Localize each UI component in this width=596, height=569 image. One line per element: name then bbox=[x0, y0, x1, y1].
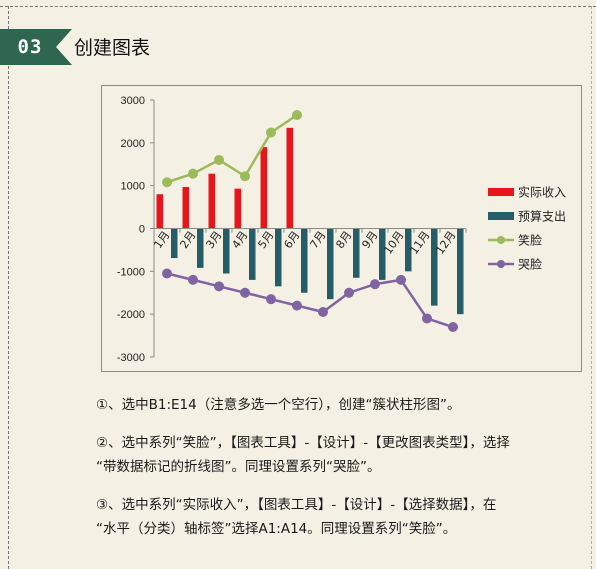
legend-label-1: 预算支出 bbox=[518, 209, 566, 224]
legend-swatch-1 bbox=[488, 212, 514, 220]
y-tick-label: -2000 bbox=[117, 309, 145, 321]
bar-0-5 bbox=[286, 127, 293, 229]
bar-1-11 bbox=[457, 228, 464, 315]
bar-0-0 bbox=[156, 194, 163, 229]
section-title: 创建图表 bbox=[74, 37, 151, 59]
instruction-line: ③、选中系列“实际收入”，【图表工具】-【设计】-【选择数据】，在 bbox=[96, 497, 497, 513]
y-tick-label: 1000 bbox=[121, 181, 145, 193]
line-2 bbox=[166, 113, 298, 184]
y-tick-label: 3000 bbox=[121, 95, 145, 107]
y-tick-label: 2000 bbox=[121, 138, 145, 150]
bar-0-4 bbox=[260, 147, 267, 229]
point-3-7 bbox=[344, 287, 354, 298]
chart-container: 3000 2000 1000 0 -1000 -2000 -3000 1月 2月 3月 4月 5月 6月… bbox=[101, 85, 582, 372]
point-2-2 bbox=[214, 154, 224, 165]
point-3-1 bbox=[188, 274, 198, 285]
point-2-3 bbox=[240, 171, 250, 182]
top-dashed-border bbox=[0, 6, 596, 7]
bar-1-2 bbox=[223, 228, 230, 274]
instruction-line: ①、选中B1:E14（注意多选一个空行），创建“簇状柱形图”。 bbox=[96, 397, 461, 413]
bar-1-3 bbox=[249, 228, 256, 280]
point-3-5 bbox=[292, 300, 302, 311]
point-3-10 bbox=[422, 313, 432, 324]
bar-1-5 bbox=[301, 228, 308, 293]
x-tick-label: 8月 bbox=[333, 229, 354, 251]
point-3-4 bbox=[266, 294, 276, 305]
point-2-4 bbox=[266, 127, 276, 138]
point-2-0 bbox=[162, 177, 172, 188]
legend-swatch-0 bbox=[488, 188, 514, 196]
bar-1-9 bbox=[405, 228, 412, 272]
x-tick-label: 6月 bbox=[281, 229, 302, 251]
line-3 bbox=[166, 272, 454, 329]
bar-0-1 bbox=[182, 186, 189, 229]
x-tick-label: 2月 bbox=[177, 229, 198, 251]
point-3-9 bbox=[396, 274, 406, 285]
legend-swatch-marker-3 bbox=[497, 260, 505, 268]
bar-1-0 bbox=[171, 228, 178, 259]
point-2-5 bbox=[292, 109, 302, 120]
x-tick-label: 5月 bbox=[255, 229, 276, 251]
point-3-11 bbox=[448, 322, 458, 333]
x-tick-label: 1月 bbox=[151, 229, 172, 251]
point-3-6 bbox=[318, 307, 328, 318]
x-tick-label: 7月 bbox=[307, 229, 328, 251]
legend-swatch-marker-2 bbox=[497, 236, 505, 244]
legend-label-0: 实际收入 bbox=[518, 185, 566, 200]
bar-1-7 bbox=[353, 228, 360, 278]
instruction-line: “带数据标记的折线图”。同理设置系列“哭脸”。 bbox=[96, 459, 381, 475]
y-tick-label: -1000 bbox=[117, 266, 145, 278]
y-tick-label: -3000 bbox=[117, 352, 145, 364]
bar-0-3 bbox=[234, 188, 241, 229]
section-number: 03 bbox=[17, 36, 43, 58]
bar-1-10 bbox=[431, 228, 438, 306]
y-tick-label: 0 bbox=[139, 224, 145, 236]
right-dashed-border bbox=[591, 6, 592, 569]
x-tick-label: 3月 bbox=[203, 229, 224, 251]
point-3-2 bbox=[214, 281, 224, 292]
point-3-3 bbox=[240, 287, 250, 298]
point-3-8 bbox=[370, 279, 380, 290]
instruction-line: ②、选中系列“笑脸”，【图表工具】-【设计】-【更改图表类型】，选择 bbox=[96, 435, 510, 451]
bar-1-6 bbox=[327, 228, 334, 300]
instruction-line: “水平（分类）轴标签”选择A1:A14。同理设置系列“笑脸”。 bbox=[96, 521, 457, 537]
point-3-0 bbox=[162, 268, 172, 279]
legend-label-3: 哭脸 bbox=[518, 258, 542, 272]
combo-chart: 3000 2000 1000 0 -1000 -2000 -3000 1月 2月 3月 4月 5月 6月… bbox=[117, 95, 566, 364]
bar-1-1 bbox=[197, 228, 204, 268]
bar-1-4 bbox=[275, 228, 282, 287]
bar-0-2 bbox=[208, 173, 215, 229]
section-banner bbox=[0, 29, 72, 65]
left-dashed-border bbox=[8, 6, 9, 569]
x-tick-label: 9月 bbox=[359, 229, 380, 251]
x-tick-label: 4月 bbox=[229, 229, 250, 251]
legend-label-2: 笑脸 bbox=[518, 233, 542, 248]
point-2-1 bbox=[188, 168, 198, 179]
bar-1-8 bbox=[379, 228, 386, 280]
